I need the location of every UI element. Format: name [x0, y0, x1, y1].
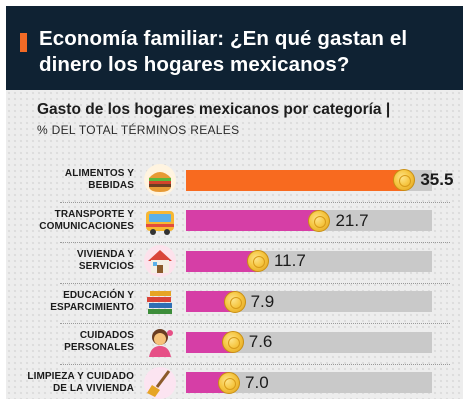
row-separator [60, 242, 450, 243]
value-label: 21.7 [335, 210, 369, 230]
hamburger-icon [143, 163, 177, 197]
value-label: 7.6 [248, 332, 273, 352]
bar [186, 210, 320, 232]
bar [186, 331, 233, 353]
value-label: 7.9 [250, 291, 275, 311]
coin-icon [308, 209, 331, 232]
category-label: LIMPIEZA Y CUIDADO DE LA VIVIENDA [27, 370, 134, 394]
row-separator [60, 201, 450, 203]
bus-icon [143, 204, 177, 238]
chart-panel [6, 90, 463, 399]
row-separator [60, 363, 450, 365]
bar [186, 291, 235, 313]
coin-icon [393, 169, 416, 192]
category-label: TRANSPORTE Y COMUNICACIONES [39, 208, 134, 232]
coin-icon [221, 331, 244, 354]
row-separator [60, 323, 450, 324]
category-label: EDUCACIÓN Y ESPARCIMIENTO [50, 289, 134, 313]
category-label: ALIMENTOS Y BEBIDAS [64, 168, 134, 192]
category-label: VIVIENDA Y SERVICIOS [76, 249, 134, 273]
coin-icon [223, 290, 246, 313]
house-icon [143, 244, 177, 278]
bar [186, 250, 258, 272]
row-separator [60, 282, 450, 284]
books-icon [143, 285, 177, 319]
bar [186, 169, 405, 191]
value-label: 35.5 [420, 170, 454, 190]
value-label: 11.7 [273, 251, 306, 271]
bar-track [186, 372, 432, 394]
page-title: Economía familiar: ¿En qué gastan el din… [39, 27, 408, 76]
bar-track [186, 331, 432, 353]
person-icon [143, 325, 177, 359]
header-accent-mark [20, 33, 27, 52]
broom-icon [143, 366, 177, 400]
category-label: CUIDADOS PERSONALES [64, 330, 134, 354]
chart-unit-label: % DEL TOTAL TÉRMINOS REALES [37, 123, 240, 137]
value-label: 7.0 [245, 372, 269, 392]
chart-title: Gasto de los hogares mexicanos por categ… [37, 101, 391, 118]
coin-icon [218, 371, 241, 394]
coin-icon [246, 250, 269, 273]
bar-track [186, 291, 432, 313]
header-banner: Economía familiar: ¿En qué gastan el din… [6, 6, 463, 90]
